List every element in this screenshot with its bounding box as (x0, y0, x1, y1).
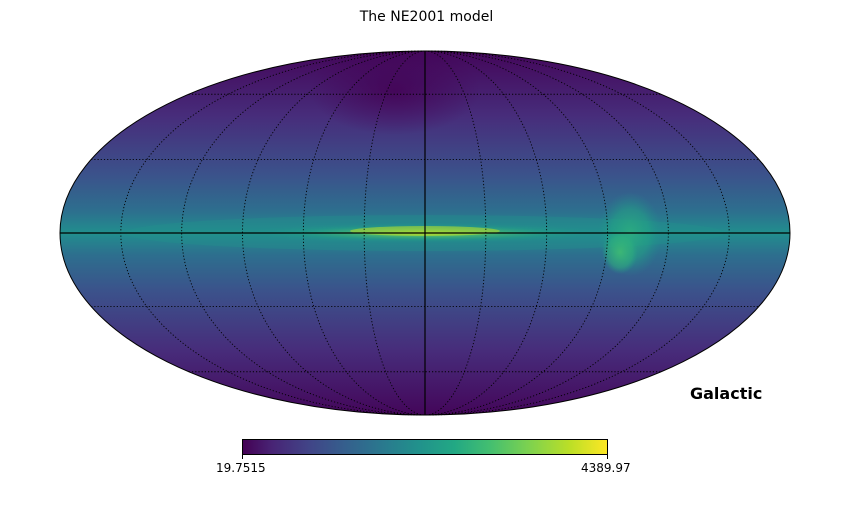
colorbar-min-tick (242, 455, 243, 459)
meridian-line (181, 50, 426, 416)
colorbar-min-label: 19.7515 (216, 461, 266, 475)
colorbar-max-tick (607, 455, 608, 459)
colorbar (242, 439, 608, 455)
meridian-line (424, 50, 669, 416)
map-title: The NE2001 model (359, 9, 494, 25)
meridian-line (242, 50, 426, 416)
meridian-line (424, 50, 608, 416)
coordinate-system-label: Galactic (690, 384, 763, 403)
colorbar-max-label: 4389.97 (581, 461, 631, 475)
